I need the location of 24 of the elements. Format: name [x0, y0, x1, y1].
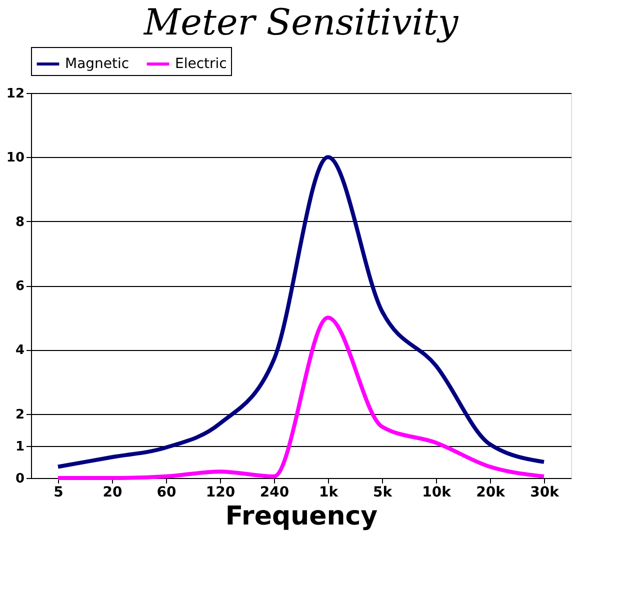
line-series [56, 316, 546, 480]
y-tick-label: 4 [15, 343, 24, 358]
x-tick-label: 60 [156, 484, 176, 500]
line-series [56, 155, 546, 469]
x-tick-label: 1k [318, 484, 339, 500]
x-tick-label: 20k [476, 484, 506, 500]
y-tick-label: 8 [15, 214, 24, 230]
x-tick-label: 240 [260, 484, 290, 500]
x-tick-label: 5k [372, 484, 393, 500]
y-tick-label: 6 [15, 279, 24, 294]
y-tick-label: 12 [6, 86, 24, 102]
legend-label: Electric [175, 56, 227, 72]
legend-label: Magnetic [65, 56, 130, 72]
y-tick-label: 1 [15, 439, 24, 454]
y-tick-label: 10 [6, 150, 24, 166]
y-tick-label: 2 [15, 407, 24, 422]
x-tick-label: 20 [102, 484, 122, 500]
x-tick-label: 120 [206, 484, 236, 500]
y-tick-label: 0 [15, 472, 24, 486]
x-tick-label: 5 [54, 484, 64, 500]
chart-title: Meter Sensitivity [142, 2, 459, 44]
x-tick-label: 30k [530, 484, 560, 500]
x-tick-label: 10k [422, 484, 452, 500]
x-axis-title: Frequency [225, 502, 378, 532]
